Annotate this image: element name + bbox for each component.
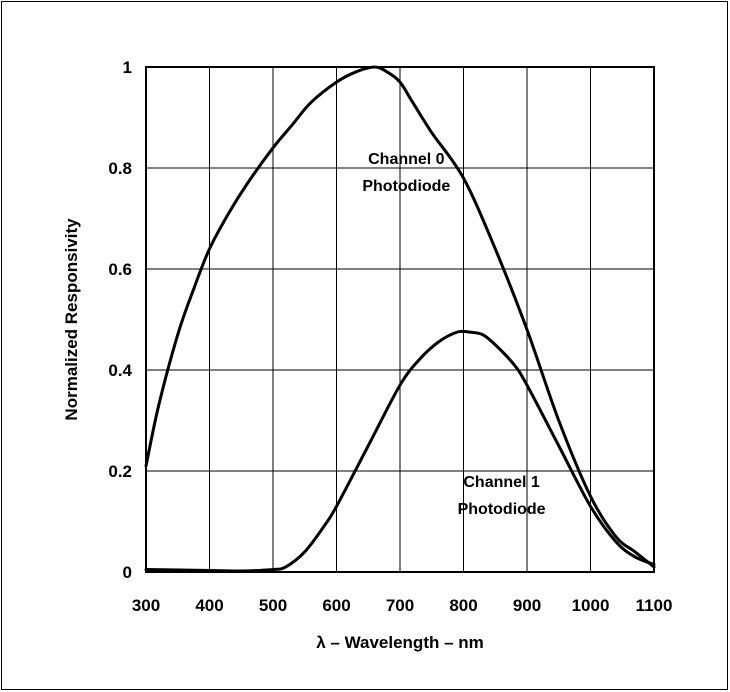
x-axis-ticks: 300 400 500 600 700 800 900 1000 1100 (132, 596, 673, 615)
x-tick-label: 500 (259, 596, 287, 615)
x-tick-label: 1100 (636, 596, 673, 615)
x-axis-title: λ – Wavelength – nm (316, 633, 484, 652)
y-tick-label: 0.2 (108, 462, 132, 481)
plot-area-border (145, 66, 655, 573)
x-tick-label: 400 (195, 596, 223, 615)
annotation-channel-0-line1: Channel 0 (368, 151, 445, 168)
y-tick-label: 0.8 (108, 159, 132, 178)
x-tick-label: 700 (386, 596, 414, 615)
annotation-channel-0-line2: Photodiode (362, 178, 450, 195)
x-tick-label: 800 (449, 596, 477, 615)
annotation-channel-1-line1: Channel 1 (463, 474, 540, 491)
x-tick-label: 900 (513, 596, 541, 615)
annotations: Channel 0 Photodiode Channel 1 Photodiode (362, 151, 545, 518)
y-axis-ticks: 0 0.2 0.4 0.6 0.8 1 (108, 58, 132, 582)
x-tick-label: 600 (322, 596, 350, 615)
y-tick-label: 0.6 (108, 260, 132, 279)
y-tick-label: 0 (123, 563, 132, 582)
series-line-channel-1 (144, 329, 656, 573)
y-tick-label: 0.4 (108, 361, 132, 380)
annotation-channel-1-line2: Photodiode (458, 501, 546, 518)
x-tick-label: 1000 (572, 596, 610, 615)
y-tick-label: 1 (123, 58, 132, 77)
x-tick-label: 300 (132, 596, 160, 615)
series-line-channel-0 (144, 65, 656, 569)
grid (146, 67, 654, 572)
y-axis-title: Normalized Responsivity (62, 218, 81, 421)
series-layer (144, 65, 656, 573)
